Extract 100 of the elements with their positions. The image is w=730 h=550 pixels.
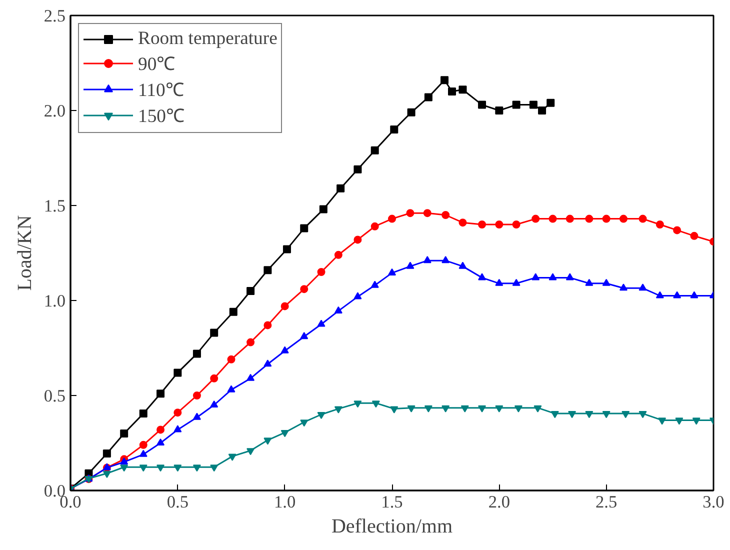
point — [658, 418, 666, 425]
point — [619, 214, 628, 223]
point — [585, 278, 594, 286]
point — [390, 126, 398, 134]
point — [478, 405, 486, 412]
point — [102, 449, 111, 458]
point — [300, 332, 308, 340]
point — [673, 291, 682, 298]
legend-label: 90℃ — [138, 53, 176, 76]
point — [673, 226, 682, 234]
point — [300, 285, 308, 294]
point — [282, 245, 291, 254]
point — [139, 440, 148, 449]
point — [246, 374, 255, 381]
point — [264, 321, 272, 330]
point — [442, 211, 450, 219]
point — [622, 411, 630, 418]
point — [548, 214, 557, 223]
point — [354, 165, 362, 174]
point — [448, 88, 456, 96]
point — [406, 262, 414, 269]
x-tick-label: 1.5 — [381, 492, 403, 512]
point — [585, 411, 594, 418]
x-tick-label: 2.0 — [488, 492, 510, 512]
point — [538, 106, 546, 114]
x-tick-label: 2.5 — [596, 492, 618, 512]
point — [102, 470, 111, 478]
point — [228, 454, 236, 461]
point — [512, 278, 520, 286]
point — [370, 280, 379, 288]
point — [139, 464, 148, 472]
point — [478, 100, 486, 109]
point — [692, 418, 700, 425]
point — [334, 250, 342, 259]
point — [210, 374, 218, 382]
point — [334, 406, 342, 414]
point — [336, 184, 345, 192]
point — [690, 232, 698, 240]
point — [458, 86, 467, 94]
point — [354, 400, 362, 408]
point — [246, 287, 255, 295]
point — [442, 405, 450, 412]
point — [550, 411, 559, 418]
point — [619, 284, 628, 291]
point — [192, 350, 201, 358]
point — [156, 390, 165, 398]
point — [192, 412, 201, 420]
point — [478, 273, 486, 280]
point — [656, 291, 664, 298]
point — [495, 220, 504, 228]
point — [566, 214, 574, 223]
point — [460, 405, 469, 412]
legend-label: 110℃ — [138, 79, 184, 102]
point — [548, 273, 557, 280]
point — [532, 273, 540, 280]
point — [264, 438, 272, 445]
point — [174, 464, 182, 472]
y-tick-label: 2.5 — [44, 6, 66, 26]
point — [690, 291, 698, 298]
x-axis-title: Deflection/mm — [331, 516, 453, 538]
point — [120, 464, 128, 472]
point — [423, 209, 432, 218]
point — [139, 410, 148, 418]
point — [529, 100, 538, 109]
point — [227, 385, 236, 392]
point — [370, 146, 379, 154]
point — [602, 278, 610, 286]
point — [317, 412, 326, 420]
point — [495, 278, 504, 286]
point — [372, 400, 380, 408]
point — [120, 430, 128, 438]
y-axis-title: Load/KN — [14, 215, 36, 291]
point — [317, 268, 326, 276]
point — [229, 308, 238, 316]
point — [280, 346, 289, 354]
point — [156, 464, 165, 472]
point — [354, 236, 362, 244]
x-tick-label: 0.5 — [166, 492, 189, 512]
point — [210, 328, 218, 337]
point — [602, 411, 610, 418]
point — [317, 320, 326, 327]
point — [424, 93, 432, 102]
point — [246, 448, 255, 456]
point — [300, 420, 308, 427]
legend-label: Room temperature — [138, 28, 278, 50]
point — [638, 214, 647, 223]
point — [566, 273, 574, 280]
point — [300, 224, 308, 232]
point — [139, 450, 148, 457]
point — [442, 256, 450, 264]
point — [638, 411, 647, 418]
point — [280, 430, 289, 438]
point — [264, 360, 272, 367]
legend-label: 150℃ — [138, 105, 185, 128]
point — [495, 405, 504, 412]
point — [512, 220, 520, 228]
point — [174, 408, 182, 417]
point — [354, 292, 362, 300]
point — [602, 214, 610, 223]
point — [192, 392, 201, 400]
